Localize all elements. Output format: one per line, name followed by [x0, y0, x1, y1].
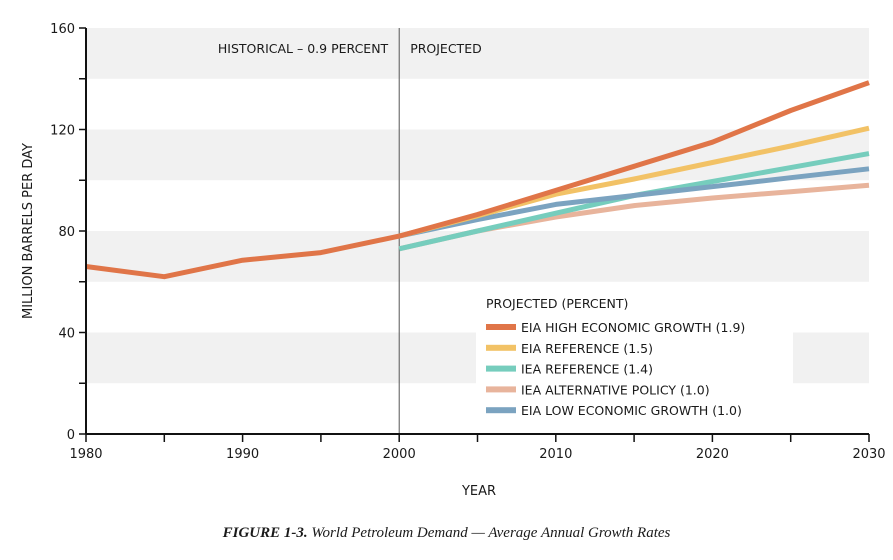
legend-swatch	[486, 324, 516, 330]
legend-swatch	[486, 344, 516, 351]
legend-label: EIA HIGH ECONOMIC GROWTH (1.9)	[521, 320, 745, 335]
axes	[79, 27, 870, 442]
y-tick-label: 160	[50, 22, 75, 37]
legend-swatch	[486, 386, 516, 393]
series-line-eia-low-economic-growth-1-0	[398, 166, 870, 239]
y-tick-label: 120	[50, 124, 75, 139]
x-tick-label: 2030	[852, 447, 885, 462]
legend-item: EIA LOW ECONOMIC GROWTH (1.0)	[486, 403, 742, 418]
series-line-eia-high-economic-growth-1-9	[398, 80, 870, 239]
x-tick-label: 2020	[696, 447, 729, 462]
x-axis-title: YEAR	[461, 484, 496, 499]
legend-title: PROJECTED (PERCENT)	[486, 296, 628, 311]
annotation-projected: PROJECTED	[410, 41, 482, 56]
y-tick-label: 40	[58, 327, 75, 342]
legend-item: IEA REFERENCE (1.4)	[486, 362, 653, 377]
legend-item: EIA HIGH ECONOMIC GROWTH (1.9)	[486, 320, 745, 335]
legend-label: IEA REFERENCE (1.4)	[521, 362, 653, 377]
legend-item: EIA REFERENCE (1.5)	[486, 341, 653, 356]
x-tick-label: 2010	[539, 447, 572, 462]
series-group	[85, 80, 870, 280]
x-tick-label: 2000	[383, 447, 416, 462]
caption-text: World Petroleum Demand — Average Annual …	[307, 525, 671, 541]
annotation-historical: HISTORICAL – 0.9 PERCENT	[218, 41, 389, 56]
legend-label: EIA LOW ECONOMIC GROWTH (1.0)	[521, 403, 742, 418]
grid-band	[86, 28, 869, 79]
y-tick-label: 80	[58, 225, 75, 240]
legend-label: EIA REFERENCE (1.5)	[521, 341, 653, 356]
series-line-historical	[85, 233, 400, 280]
tick-labels: 0 40 80 120 160 1980 1990 2000 2010 2020 2030	[50, 22, 885, 462]
figure-caption: FIGURE 1-3. World Petroleum Demand — Ave…	[0, 525, 893, 542]
legend-background	[476, 283, 793, 430]
legend-label: IEA ALTERNATIVE POLICY (1.0)	[521, 382, 710, 397]
legend-item: IEA ALTERNATIVE POLICY (1.0)	[486, 382, 710, 397]
y-axis-title: MILLION BARRELS PER DAY	[21, 143, 36, 319]
line-chart: 0 40 80 120 160 1980 1990 2000 2010 2020 2030 HIST…	[21, 22, 886, 499]
x-tick-label: 1980	[69, 447, 102, 462]
x-tick-label: 1990	[226, 447, 259, 462]
legend-swatch	[486, 407, 516, 414]
grid-band	[86, 231, 869, 282]
caption-label: FIGURE 1-3.	[222, 525, 308, 541]
y-tick-label: 0	[67, 428, 75, 443]
legend: PROJECTED (PERCENT) EIA HIGH ECONOMIC GR…	[486, 296, 745, 418]
legend-swatch	[486, 365, 516, 372]
